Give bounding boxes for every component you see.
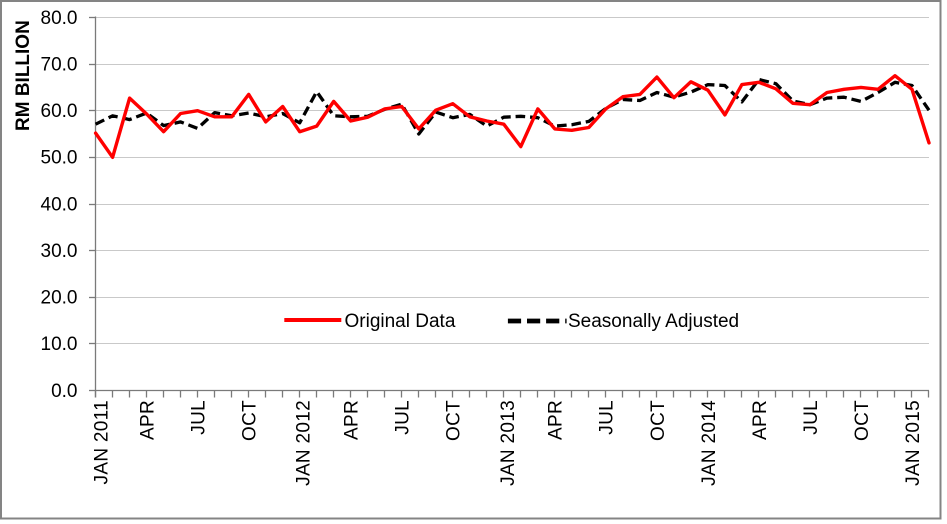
svg-text:APR: APR — [138, 400, 159, 440]
svg-text:APR: APR — [750, 400, 771, 440]
svg-text:JUL: JUL — [597, 400, 618, 435]
svg-text:APR: APR — [342, 400, 363, 440]
svg-text:80.0: 80.0 — [41, 8, 78, 29]
svg-text:OCT: OCT — [852, 400, 873, 441]
svg-text:50.0: 50.0 — [41, 148, 78, 169]
svg-text:JAN 2013: JAN 2013 — [498, 400, 519, 486]
svg-text:JUL: JUL — [189, 400, 210, 435]
svg-text:JAN 2012: JAN 2012 — [294, 400, 315, 486]
svg-text:20.0: 20.0 — [41, 288, 78, 309]
svg-text:RM BILLION: RM BILLION — [13, 20, 34, 131]
svg-text:OCT: OCT — [648, 400, 669, 441]
svg-text:0.0: 0.0 — [51, 381, 77, 402]
svg-text:JUL: JUL — [801, 400, 822, 435]
svg-text:Seasonally Adjusted: Seasonally Adjusted — [568, 311, 739, 332]
svg-text:OCT: OCT — [240, 400, 261, 441]
svg-text:10.0: 10.0 — [41, 334, 78, 355]
svg-text:APR: APR — [546, 400, 567, 440]
svg-text:30.0: 30.0 — [41, 241, 78, 262]
svg-text:JAN 2014: JAN 2014 — [699, 400, 720, 486]
svg-text:60.0: 60.0 — [41, 101, 78, 122]
svg-text:40.0: 40.0 — [41, 194, 78, 215]
svg-text:Original Data: Original Data — [345, 311, 456, 332]
svg-text:JAN 2011: JAN 2011 — [92, 400, 113, 484]
svg-text:70.0: 70.0 — [41, 54, 78, 75]
svg-text:OCT: OCT — [444, 400, 465, 441]
svg-text:JUL: JUL — [393, 400, 414, 435]
svg-text:JAN 2015: JAN 2015 — [903, 400, 924, 486]
